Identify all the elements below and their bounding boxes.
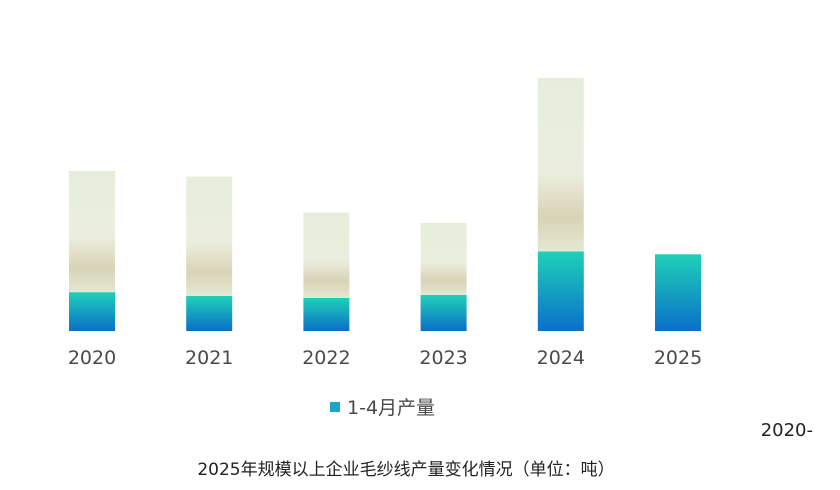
x-tick-label: 2023	[419, 347, 467, 369]
bar-secondary-2021	[186, 176, 233, 296]
legend-swatch	[330, 401, 340, 412]
bar-secondary-2024	[537, 78, 584, 252]
x-tick-label: 2022	[302, 347, 350, 369]
legend: 1-4月产量	[330, 393, 435, 420]
bar-primary-2020	[69, 292, 115, 331]
bar-primary-2024	[537, 251, 584, 331]
bar-secondary-2020	[69, 170, 115, 293]
chart-caption: 2025年规模以上企业毛纱线产量变化情况（单位：吨）	[197, 460, 615, 480]
caption-fragment: 2020-	[760, 420, 813, 441]
x-tick-label: 2020	[68, 347, 116, 369]
bar-secondary-2023	[420, 223, 467, 295]
bar-secondary-2022	[303, 212, 350, 298]
x-tick-label: 2021	[185, 347, 233, 369]
x-tick-label: 2025	[654, 347, 702, 369]
bar-primary-2025	[655, 254, 701, 331]
x-axis-ticks: 2020 2021 2022 2023 2024 2025	[68, 347, 702, 369]
bar-primary-2023	[420, 295, 467, 331]
x-tick-label: 2024	[537, 347, 585, 369]
legend-label: 1-4月产量	[347, 397, 436, 419]
bar-chart: 2020 2021 2022 2023 2024 2025	[68, 78, 702, 369]
bar-primary-2022	[303, 297, 350, 331]
bar-primary-2021	[186, 295, 233, 331]
bars-group	[69, 78, 701, 331]
